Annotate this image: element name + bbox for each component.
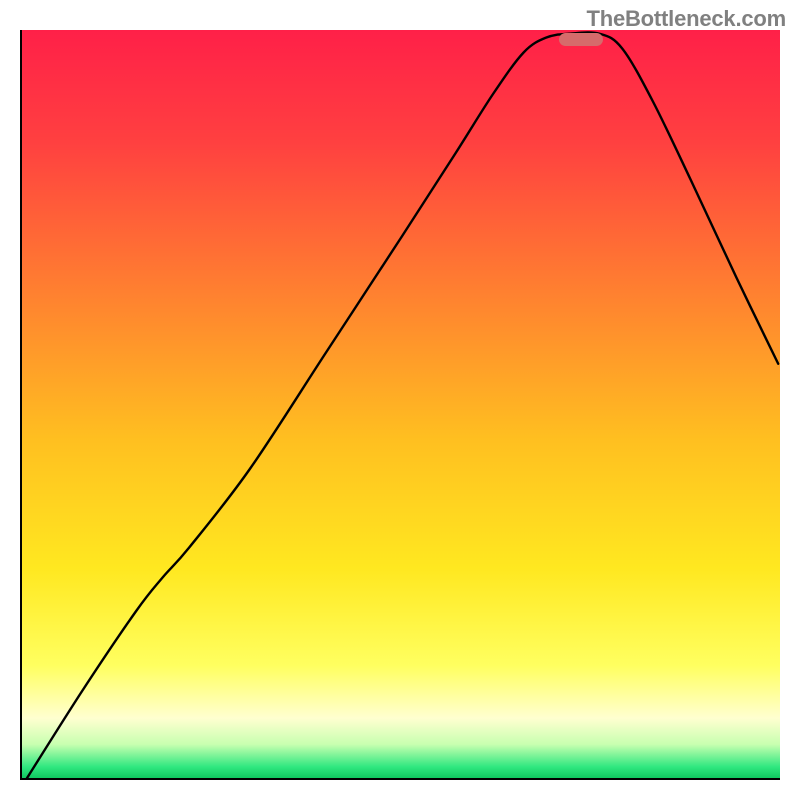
plot-area: [20, 30, 780, 780]
chart-container: TheBottleneck.com: [0, 0, 800, 800]
optimal-marker: [559, 33, 603, 46]
curve-line: [22, 30, 780, 780]
watermark-text: TheBottleneck.com: [586, 6, 786, 32]
